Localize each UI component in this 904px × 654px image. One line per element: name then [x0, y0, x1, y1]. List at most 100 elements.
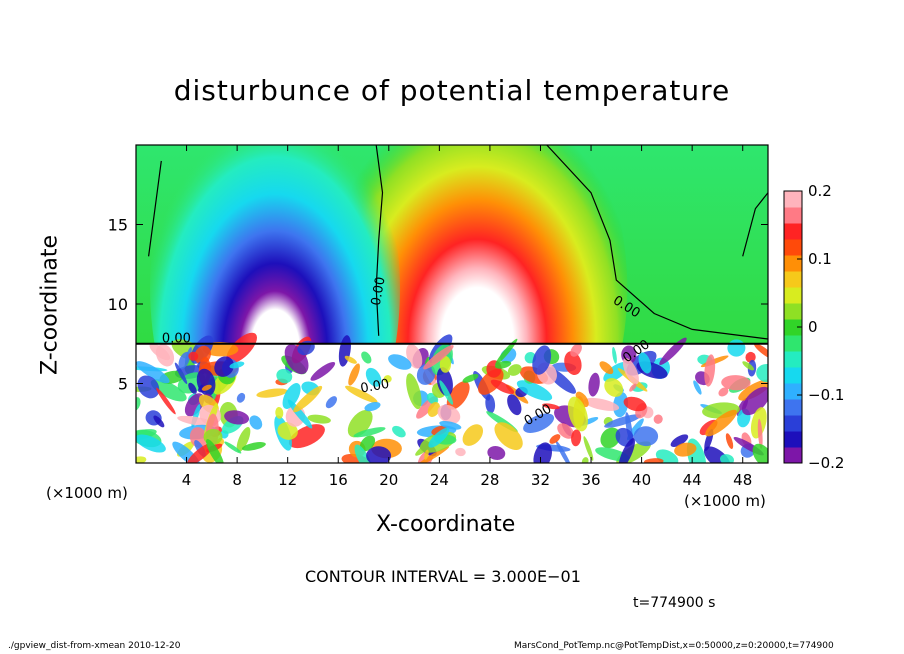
footer-source: MarsCond_PotTemp.nc@PotTempDist,x=0:5000… — [514, 641, 834, 651]
turbulence-patch — [588, 372, 600, 397]
contour-label: 0.00 — [369, 276, 389, 307]
x-tick-label: 12 — [278, 471, 297, 489]
turbulence-patch — [277, 422, 298, 440]
turbulence-patch — [721, 375, 751, 391]
turbulence-patch — [638, 352, 652, 374]
turbulence-patch — [361, 351, 372, 364]
turbulence-patch — [745, 351, 756, 363]
turbulence-patch — [307, 414, 331, 424]
x-tick-label: 28 — [480, 471, 499, 489]
turbulence-patch — [674, 442, 697, 457]
x-axis-label: X-coordinate — [376, 512, 516, 537]
colorbar-swatch — [784, 447, 802, 464]
turbulence-patch — [156, 387, 176, 415]
turbulence-patch — [383, 375, 392, 383]
turbulence-patch — [288, 424, 325, 449]
colorbar-swatch — [784, 223, 802, 240]
colorbar-swatch — [784, 431, 802, 448]
turbulence-patch — [604, 414, 642, 428]
turbulence-patch — [150, 379, 187, 402]
turbulence-patch — [439, 380, 454, 405]
zero-contour — [148, 160, 162, 257]
y-tick-label: 15 — [108, 216, 128, 235]
colorbar-swatch — [784, 239, 802, 256]
turbulence-patch — [348, 363, 360, 386]
turbulence-patch — [644, 458, 664, 463]
colorbar-swatch — [784, 351, 802, 368]
colorbar-swatch — [784, 383, 802, 400]
turbulence-patch — [364, 401, 381, 412]
turbulence-patch — [455, 447, 466, 457]
turbulence-patch — [532, 345, 552, 375]
turbulence-patch — [555, 440, 572, 463]
zero-contour — [742, 192, 768, 257]
colorbar-tick-label: 0 — [808, 318, 818, 336]
turbulence-patch — [752, 443, 768, 463]
turbulence-patch — [137, 375, 160, 399]
zero-contour — [546, 145, 768, 340]
turbulence-patch — [507, 364, 522, 376]
turbulence-patch — [612, 346, 617, 364]
turbulence-patch — [229, 361, 245, 369]
x-axis-unit-right: (×1000 m) — [684, 492, 766, 510]
turbulence-patch — [725, 433, 734, 449]
turbulence-patch — [567, 396, 588, 432]
colorbar-swatch — [784, 335, 802, 352]
colorbar-swatch — [784, 191, 802, 208]
turbulence-patch — [224, 410, 250, 425]
turbulence-patch — [742, 361, 755, 371]
turbulence-patch — [186, 442, 215, 463]
turbulence-patch — [344, 355, 357, 364]
turbulence-patch — [392, 425, 406, 438]
turbulence-patch — [424, 449, 429, 460]
zero-contour — [375, 145, 384, 336]
turbulence-patch — [416, 363, 436, 385]
turbulence-patch — [622, 358, 639, 385]
turbulence-patch — [206, 439, 224, 463]
turbulence-patch — [174, 362, 188, 385]
colorbar-tick-label: −0.2 — [808, 454, 844, 472]
x-tick-label: 16 — [329, 471, 348, 489]
turbulence-patch — [353, 427, 386, 438]
turbulence-patch — [275, 407, 284, 419]
turbulence-patch — [571, 429, 582, 447]
turbulence-patch — [516, 380, 553, 401]
x-axis-unit-left: (×1000 m) — [46, 484, 128, 502]
turbulence-patch — [570, 343, 582, 357]
turbulence-patch — [226, 332, 257, 364]
turbulence-patch — [600, 427, 621, 449]
x-tick-label: 36 — [581, 471, 600, 489]
x-tick-label: 4 — [182, 471, 192, 489]
colorbar-tick-label: 0.2 — [808, 182, 832, 200]
turbulence-patch — [507, 394, 522, 416]
turbulence-patch — [325, 396, 337, 409]
turbulence-patch — [345, 385, 378, 403]
turbulence-patch — [416, 446, 450, 463]
colorbar-swatch — [784, 399, 802, 416]
turbulence-patch — [693, 380, 702, 395]
turbulence-patch — [494, 422, 523, 450]
turbulence-patch — [155, 344, 175, 367]
turbulence-patch — [153, 415, 165, 428]
turbulence-patch — [718, 387, 729, 397]
turbulence-patch — [462, 424, 484, 446]
turbulence-patch — [583, 397, 620, 411]
colorbar-swatch — [784, 415, 802, 432]
x-tick-label: 40 — [632, 471, 651, 489]
colorbar-swatch — [784, 367, 802, 384]
turbulence-patch — [276, 368, 293, 384]
turbulence-patch — [256, 388, 288, 398]
x-tick-label: 48 — [733, 471, 752, 489]
turbulence-patch — [581, 457, 589, 463]
turbulence-patch — [583, 436, 594, 461]
turbulence-patch — [196, 368, 216, 396]
turbulence-patch — [136, 361, 170, 384]
turbulence-patch — [487, 446, 506, 460]
turbulence-patch — [439, 420, 462, 430]
contour-label: 0.00 — [359, 377, 390, 397]
colorbar-swatch — [784, 303, 802, 320]
turbulence-patch — [365, 367, 382, 387]
turbulence-patch — [703, 446, 731, 463]
turbulence-patch — [523, 413, 555, 433]
